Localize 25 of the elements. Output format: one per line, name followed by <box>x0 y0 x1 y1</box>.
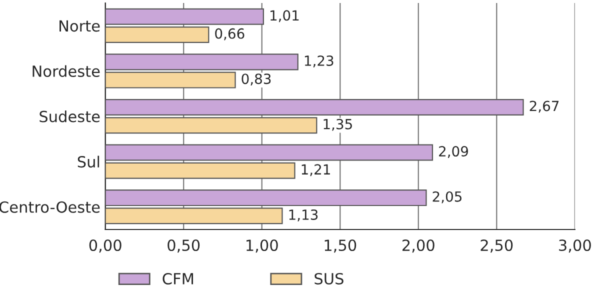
data-label: 1,35 <box>324 118 352 131</box>
data-label: 1,01 <box>270 10 299 22</box>
x-tick-label: 0,50 <box>168 239 200 253</box>
data-label: 2,09 <box>439 146 468 158</box>
x-tick-label: 1,50 <box>324 239 356 253</box>
x-tick-label: 1,00 <box>246 239 278 253</box>
x-tick-label: 2,50 <box>480 239 513 253</box>
bar <box>105 54 298 70</box>
y-tick-label: Sul <box>78 156 100 168</box>
data-label: 0,66 <box>215 28 244 40</box>
data-label: 1,23 <box>304 55 334 68</box>
data-label: 2,67 <box>530 100 559 113</box>
data-label: 1,21 <box>302 164 330 176</box>
y-tick-label: Sudeste <box>40 110 100 122</box>
y-tick-label: Nordeste <box>32 65 100 78</box>
legend-label: SUS <box>314 272 344 285</box>
x-tick-label: 3,00 <box>559 239 591 253</box>
x-tick-label: 0,00 <box>89 239 122 253</box>
x-tick-label: 2,00 <box>402 239 434 253</box>
legend-label: CFM <box>162 272 194 285</box>
data-label: 1,13 <box>289 209 318 222</box>
bar <box>105 72 236 88</box>
data-label: 2,05 <box>432 191 462 204</box>
y-tick-label: Norte <box>60 20 100 32</box>
data-label: 0,83 <box>242 74 271 86</box>
